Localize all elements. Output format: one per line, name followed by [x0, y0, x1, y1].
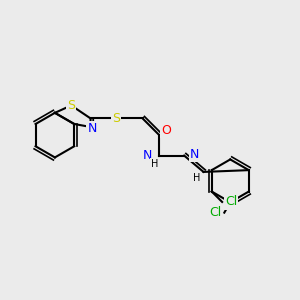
Text: Cl: Cl: [225, 195, 237, 208]
Text: O: O: [161, 124, 171, 137]
Text: H: H: [151, 159, 158, 169]
Text: S: S: [67, 99, 75, 112]
Text: N: N: [143, 149, 152, 162]
Text: N: N: [190, 148, 200, 160]
Text: N: N: [87, 122, 97, 135]
Text: Cl: Cl: [209, 206, 221, 219]
Text: H: H: [193, 173, 201, 183]
Text: S: S: [112, 112, 120, 125]
